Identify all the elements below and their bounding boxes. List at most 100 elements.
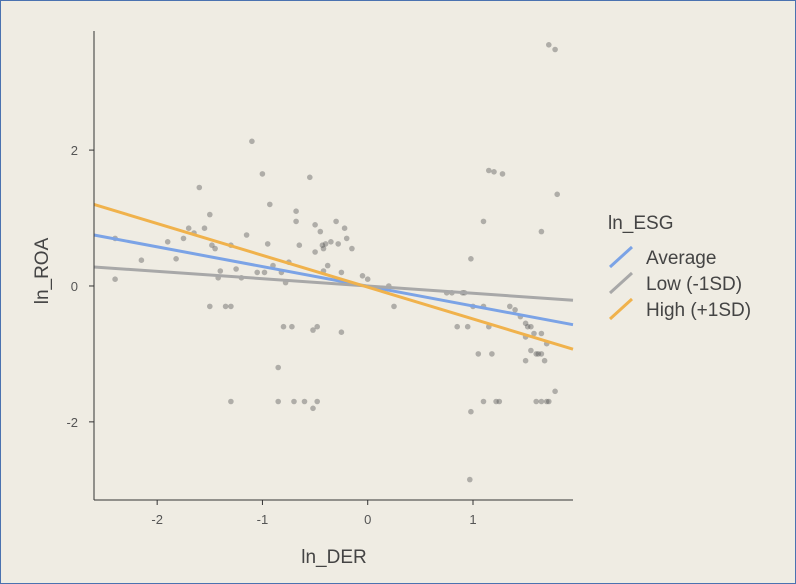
data-point xyxy=(554,191,560,198)
data-point xyxy=(164,239,171,245)
data-point xyxy=(522,357,529,364)
data-point xyxy=(524,323,531,330)
data-point xyxy=(486,167,492,174)
data-point xyxy=(173,255,179,262)
data-point xyxy=(546,42,552,48)
data-point xyxy=(543,398,550,405)
data-point xyxy=(533,398,539,405)
x-tick-label: -1 xyxy=(257,512,269,527)
data-point xyxy=(312,249,318,255)
data-point xyxy=(468,408,474,415)
data-point xyxy=(324,262,331,269)
data-point xyxy=(538,351,545,357)
legend-title: ln_ESG xyxy=(608,213,673,234)
data-point xyxy=(538,228,545,235)
y-tick-label: 0 xyxy=(71,279,78,294)
data-point xyxy=(312,222,318,228)
data-point xyxy=(314,398,321,405)
data-point xyxy=(275,398,282,405)
regression-line-low-1sd xyxy=(93,265,574,302)
data-point xyxy=(333,218,339,225)
legend-entries: Average Low (-1SD) High (+1SD) xyxy=(608,245,751,321)
data-point xyxy=(533,351,539,357)
data-point xyxy=(310,327,316,333)
legend-swatch xyxy=(608,271,634,295)
data-point xyxy=(254,269,260,276)
data-point xyxy=(364,276,371,283)
data-point xyxy=(507,303,513,310)
data-point xyxy=(359,273,366,279)
data-point xyxy=(464,323,471,330)
data-point xyxy=(320,245,327,252)
data-point xyxy=(196,184,203,191)
legend-label: Low (-1SD) xyxy=(646,274,742,295)
data-point xyxy=(293,218,299,225)
data-point xyxy=(180,235,187,242)
regression-line-average xyxy=(93,233,574,327)
data-point xyxy=(480,218,487,225)
data-point xyxy=(528,323,534,330)
data-point xyxy=(222,303,229,310)
data-point xyxy=(489,351,495,357)
data-point xyxy=(546,398,552,405)
data-point xyxy=(468,255,474,262)
data-point xyxy=(349,245,355,252)
data-point xyxy=(264,241,271,247)
points-layer xyxy=(112,42,560,483)
legend: ln_ESG Average Low (-1SD) High (+1SD) xyxy=(608,213,751,321)
data-point xyxy=(541,357,548,364)
data-point xyxy=(275,364,282,371)
data-point xyxy=(535,351,542,357)
legend-swatch xyxy=(608,245,634,269)
data-point xyxy=(138,257,145,264)
data-point xyxy=(538,398,545,405)
data-point xyxy=(338,329,345,336)
x-tick-label: -2 xyxy=(151,512,163,527)
data-point xyxy=(291,398,297,405)
legend-swatch xyxy=(608,297,634,321)
data-point xyxy=(322,241,329,247)
data-point xyxy=(319,242,326,248)
data-point xyxy=(243,232,250,238)
data-point xyxy=(267,201,273,208)
data-point xyxy=(112,276,118,283)
y-axis-title: ln_ROA xyxy=(32,237,53,304)
data-point xyxy=(499,171,506,177)
data-point xyxy=(314,323,321,330)
data-point xyxy=(522,320,529,327)
data-point xyxy=(454,323,461,330)
data-point xyxy=(228,303,234,310)
data-point xyxy=(338,269,345,276)
y-tick-label: 2 xyxy=(71,143,78,158)
data-point xyxy=(249,138,255,145)
data-point xyxy=(475,351,482,357)
data-point xyxy=(531,330,537,337)
data-point xyxy=(259,171,266,177)
data-point xyxy=(328,239,334,245)
data-point xyxy=(201,225,208,231)
data-point xyxy=(343,235,350,242)
data-point xyxy=(310,405,316,412)
data-point xyxy=(228,398,234,405)
y-ticks: -2 0 2 xyxy=(66,143,94,430)
data-point xyxy=(480,398,487,405)
data-point xyxy=(217,268,224,274)
data-point xyxy=(496,398,503,405)
data-point xyxy=(467,476,473,483)
data-point xyxy=(301,398,308,405)
data-point xyxy=(212,245,218,252)
legend-label: Average xyxy=(646,248,716,269)
x-tick-label: 0 xyxy=(364,512,371,527)
data-point xyxy=(296,242,303,248)
data-point xyxy=(317,228,324,235)
data-point xyxy=(185,225,192,231)
data-point xyxy=(293,208,299,214)
data-point xyxy=(552,388,558,395)
data-point xyxy=(289,323,295,330)
data-point xyxy=(552,46,558,53)
data-point xyxy=(233,266,239,272)
data-point xyxy=(207,303,213,310)
data-point xyxy=(528,347,534,354)
